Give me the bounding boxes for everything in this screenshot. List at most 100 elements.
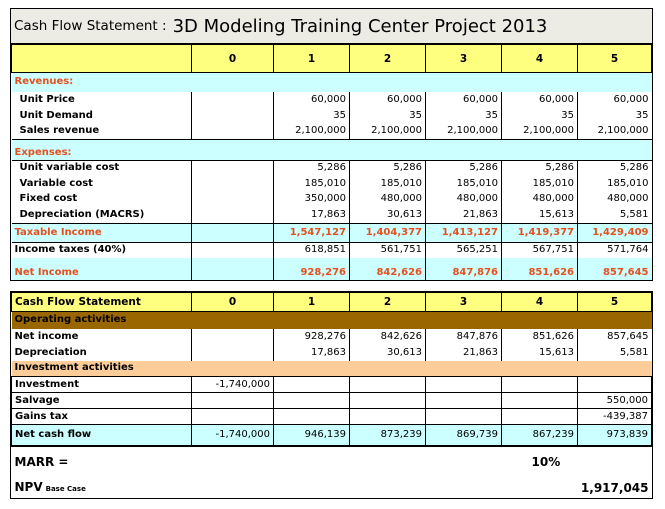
value-cell[interactable]: 30,613: [349, 207, 426, 223]
value-cell[interactable]: 350,000: [273, 191, 350, 207]
value-cell[interactable]: 21,863: [425, 344, 502, 361]
value-cell[interactable]: [191, 107, 274, 124]
row-label[interactable]: Depreciation: [14, 346, 87, 358]
value-cell[interactable]: 2,100,000: [349, 123, 426, 140]
section-label[interactable]: Investment activities: [11, 360, 652, 377]
period-header-0[interactable]: 0: [191, 44, 274, 73]
value-cell[interactable]: 60,000: [273, 91, 350, 108]
value-cell[interactable]: 857,645: [577, 328, 652, 345]
value-cell[interactable]: 857,645: [577, 258, 652, 280]
value-cell[interactable]: 842,626: [349, 328, 426, 345]
period-header-2[interactable]: 2: [349, 292, 426, 312]
value-cell[interactable]: 567,751: [501, 241, 578, 258]
npv-value[interactable]: 1,917,045: [580, 480, 649, 495]
value-cell[interactable]: [191, 328, 274, 345]
value-cell[interactable]: [191, 159, 274, 176]
header-label-cell[interactable]: Cash Flow Statement: [11, 292, 192, 312]
value-cell[interactable]: 928,276: [273, 328, 350, 345]
value-cell[interactable]: [273, 376, 350, 393]
value-cell[interactable]: 60,000: [425, 91, 502, 108]
row-label[interactable]: Net cash flow: [11, 424, 192, 446]
value-cell[interactable]: [577, 376, 652, 393]
value-cell[interactable]: 1,547,127: [273, 222, 350, 242]
header-label-cell[interactable]: [11, 44, 192, 73]
row-label[interactable]: Salvage: [11, 392, 192, 409]
value-cell[interactable]: 973,839: [577, 424, 652, 446]
section-label[interactable]: Revenues:: [11, 72, 652, 92]
value-cell[interactable]: 5,581: [577, 344, 652, 361]
value-cell[interactable]: 842,626: [349, 258, 426, 280]
value-cell[interactable]: 2,100,000: [577, 123, 652, 140]
value-cell[interactable]: 17,863: [273, 207, 350, 223]
value-cell[interactable]: 5,286: [501, 159, 578, 176]
value-cell[interactable]: [425, 376, 502, 393]
value-cell[interactable]: [273, 392, 350, 409]
row-label[interactable]: Fixed cost: [19, 193, 78, 204]
row-label[interactable]: Unit Demand: [19, 109, 93, 121]
section-label[interactable]: Expenses:: [11, 145, 652, 160]
value-cell[interactable]: 2,100,000: [425, 123, 502, 140]
period-header-2[interactable]: 2: [349, 44, 426, 73]
value-cell[interactable]: 851,626: [501, 328, 578, 345]
section-label[interactable]: Operating activities: [11, 311, 652, 329]
value-cell[interactable]: 35: [577, 107, 652, 124]
period-header-5[interactable]: 5: [577, 44, 652, 73]
row-label[interactable]: Gains tax: [11, 408, 192, 425]
marr-value[interactable]: 10%: [531, 455, 561, 469]
value-cell[interactable]: [425, 408, 502, 425]
value-cell[interactable]: 5,286: [425, 159, 502, 176]
value-cell[interactable]: [191, 222, 274, 242]
row-label[interactable]: Depreciation (MACRS): [19, 208, 145, 220]
value-cell[interactable]: 60,000: [349, 91, 426, 108]
value-cell[interactable]: 618,851: [273, 241, 350, 258]
value-cell[interactable]: 35: [349, 107, 426, 124]
row-label[interactable]: Unit variable cost: [11, 159, 192, 176]
value-cell[interactable]: 185,010: [577, 176, 652, 191]
value-cell[interactable]: 867,239: [501, 424, 578, 446]
value-cell[interactable]: 60,000: [577, 91, 652, 108]
value-cell[interactable]: 35: [501, 107, 578, 124]
value-cell[interactable]: 5,286: [273, 159, 350, 176]
value-cell[interactable]: 1,404,377: [349, 222, 426, 242]
value-cell[interactable]: [191, 207, 274, 223]
value-cell[interactable]: 5,286: [349, 159, 426, 176]
value-cell[interactable]: [349, 392, 426, 409]
value-cell[interactable]: [191, 123, 274, 140]
value-cell[interactable]: 480,000: [577, 191, 652, 207]
row-label[interactable]: Net income: [14, 330, 79, 342]
row-label[interactable]: Variable cost: [19, 177, 93, 189]
value-cell[interactable]: 15,613: [501, 344, 578, 361]
value-cell[interactable]: 1,429,409: [577, 222, 652, 242]
value-cell[interactable]: [501, 408, 578, 425]
value-cell[interactable]: 550,000: [577, 392, 652, 409]
value-cell[interactable]: 60,000: [501, 91, 578, 108]
row-label[interactable]: Unit Price: [19, 93, 75, 105]
value-cell[interactable]: [191, 408, 274, 425]
value-cell[interactable]: 5,286: [577, 159, 652, 176]
row-label[interactable]: Taxable Income: [11, 222, 192, 242]
value-cell[interactable]: 946,139: [273, 424, 350, 446]
period-header-0[interactable]: 0: [191, 292, 274, 312]
value-cell[interactable]: 185,010: [273, 176, 350, 191]
value-cell[interactable]: 847,876: [425, 328, 502, 345]
row-label[interactable]: Investment: [11, 376, 192, 393]
value-cell[interactable]: 1,413,127: [425, 222, 502, 242]
npv-label[interactable]: NPV Base Case: [12, 478, 502, 498]
value-cell[interactable]: [191, 176, 274, 191]
value-cell[interactable]: [191, 392, 274, 409]
value-cell[interactable]: -439,387: [577, 408, 652, 425]
value-cell[interactable]: [349, 376, 426, 393]
marr-label[interactable]: MARR =: [14, 455, 69, 469]
period-header-4[interactable]: 4: [501, 292, 578, 312]
value-cell[interactable]: 185,010: [501, 176, 578, 191]
value-cell[interactable]: 2,100,000: [273, 123, 350, 140]
value-cell[interactable]: 480,000: [501, 191, 578, 207]
value-cell[interactable]: [501, 376, 578, 393]
value-cell[interactable]: [191, 241, 274, 258]
value-cell[interactable]: 35: [425, 107, 502, 124]
period-header-1[interactable]: 1: [273, 44, 350, 73]
spacer[interactable]: [11, 139, 652, 146]
value-cell[interactable]: 869,739: [425, 424, 502, 446]
value-cell[interactable]: [191, 344, 274, 361]
row-label[interactable]: Sales revenue: [19, 125, 100, 137]
